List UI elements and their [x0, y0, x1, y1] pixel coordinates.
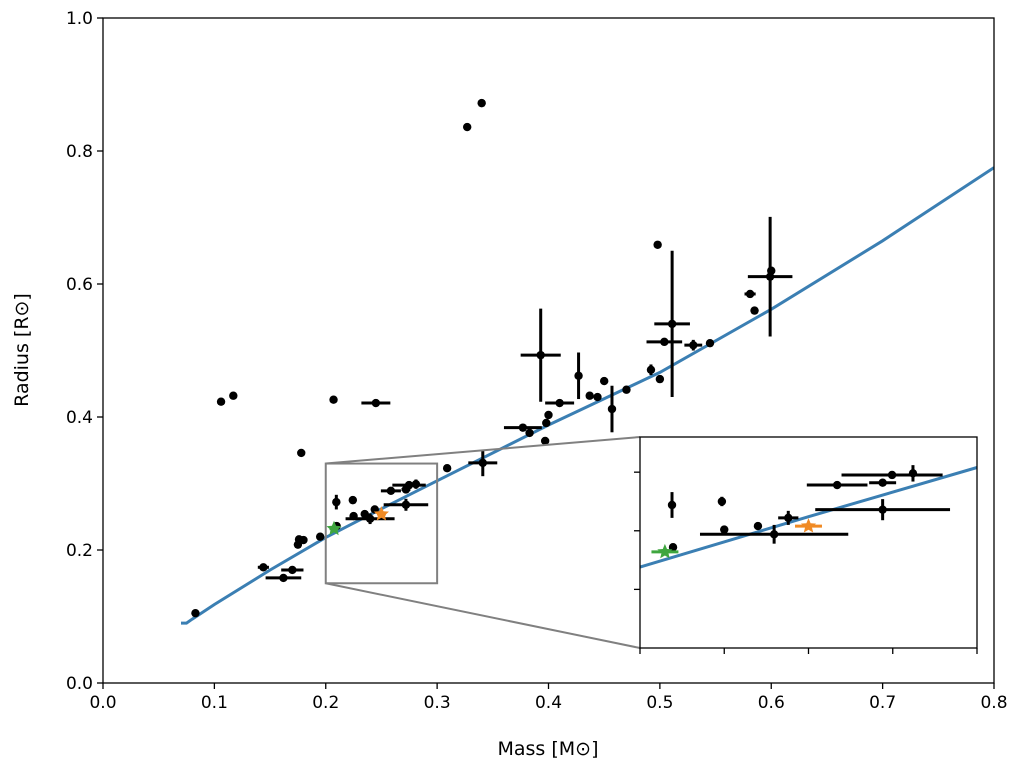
- y-tick-label: 0.4: [66, 408, 93, 428]
- x-tick-label: 0.4: [535, 693, 562, 713]
- data-point: [555, 566, 563, 574]
- data-point: [753, 521, 763, 531]
- data-point: [332, 497, 341, 507]
- data-point: [315, 532, 325, 541]
- main-marks: [181, 98, 994, 625]
- data-point: [655, 374, 665, 384]
- inset-marks: [242, 313, 1011, 705]
- data-point: [294, 535, 304, 544]
- data-point: [216, 397, 226, 406]
- y-tick-label: 0.8: [66, 142, 93, 162]
- data-point: [593, 392, 602, 402]
- data-point: [401, 500, 411, 509]
- data-point: [555, 398, 564, 408]
- data-point: [717, 497, 727, 506]
- data-point: [619, 562, 627, 570]
- data-point: [574, 371, 583, 380]
- data-point: [404, 480, 414, 490]
- data-point: [191, 608, 200, 618]
- data-point: [242, 697, 250, 705]
- data-point: [371, 398, 381, 408]
- zoom-connector: [324, 436, 641, 649]
- data-point: [585, 391, 594, 400]
- data-point: [887, 470, 897, 480]
- data-point: [386, 486, 396, 496]
- data-point: [622, 385, 631, 394]
- data-point: [411, 479, 421, 489]
- data-point: [653, 240, 662, 249]
- data-point: [787, 326, 795, 334]
- x-axis-label: Mass [M⊙]: [497, 738, 598, 760]
- data-point: [544, 410, 553, 420]
- data-point: [1003, 441, 1011, 449]
- x-tick-label: 0.2: [312, 693, 339, 713]
- data-point: [356, 313, 364, 321]
- inset-plot-area: [242, 313, 1011, 705]
- data-point: [689, 340, 698, 350]
- data-point: [568, 568, 576, 576]
- data-point: [667, 500, 677, 510]
- data-point: [365, 514, 375, 523]
- x-tick-label: 0.1: [201, 693, 228, 713]
- data-point: [536, 350, 545, 360]
- data-point: [518, 423, 528, 432]
- data-point: [599, 376, 609, 386]
- zoom-connector-top: [325, 436, 641, 465]
- data-point: [462, 122, 472, 132]
- data-point: [348, 495, 358, 505]
- y-tick-label: 0.6: [66, 275, 93, 295]
- data-point: [279, 573, 288, 583]
- data-point: [229, 391, 238, 400]
- data-point: [297, 448, 306, 458]
- highlight-star-point-star_green: [657, 543, 673, 559]
- data-point: [705, 338, 715, 348]
- x-tick-label: 0.7: [869, 693, 896, 713]
- y-tick-label: 0.2: [66, 541, 93, 561]
- highlight-star-point-star_green: [326, 520, 342, 536]
- data-point: [878, 505, 887, 514]
- data-point: [745, 289, 755, 299]
- x-tick-label: 0.6: [758, 693, 785, 713]
- data-point: [329, 395, 338, 404]
- data-point: [720, 525, 729, 534]
- highlight-star-point-star_orange: [800, 518, 817, 533]
- data-point: [259, 563, 268, 572]
- data-point: [784, 513, 793, 523]
- main-plot-area: 0.0 0.1 0.2 0.3 0.4 0.5 0.6 0.7 0.8 0.0 0.2 0.4 0.6 0…: [66, 9, 1008, 713]
- zoom-connector-bottom: [325, 582, 641, 649]
- model-curve-line: [640, 465, 977, 569]
- data-point: [750, 306, 759, 315]
- data-point: [319, 324, 327, 332]
- data-point: [832, 480, 842, 490]
- data-point: [442, 464, 452, 473]
- highlight-star-point-star_orange: [373, 506, 389, 521]
- inset-background: [640, 437, 977, 648]
- data-point: [908, 469, 918, 478]
- x-tick-label: 0.5: [646, 693, 673, 713]
- data-point: [447, 616, 455, 624]
- data-point: [767, 266, 776, 275]
- data-point: [646, 365, 656, 374]
- x-tick-label: 0.3: [424, 693, 451, 713]
- data-point: [542, 418, 551, 428]
- data-point: [607, 404, 617, 414]
- data-point: [660, 337, 669, 347]
- y-tick-label: 1.0: [66, 9, 93, 29]
- data-point: [288, 565, 297, 575]
- data-point: [667, 319, 677, 329]
- x-tick-label: 0.0: [89, 693, 116, 713]
- data-point: [878, 478, 887, 487]
- data-point: [552, 576, 560, 584]
- data-point: [478, 458, 487, 468]
- y-axis-label: Radius [R⊙]: [11, 293, 33, 407]
- data-point: [525, 428, 534, 438]
- data-point: [508, 634, 516, 642]
- y-tick-label: 0.0: [66, 674, 93, 694]
- x-tick-label: 0.8: [980, 693, 1007, 713]
- zoom-region-box: [324, 462, 439, 585]
- data-point: [769, 530, 779, 539]
- data-point: [540, 436, 550, 446]
- data-point: [477, 98, 486, 108]
